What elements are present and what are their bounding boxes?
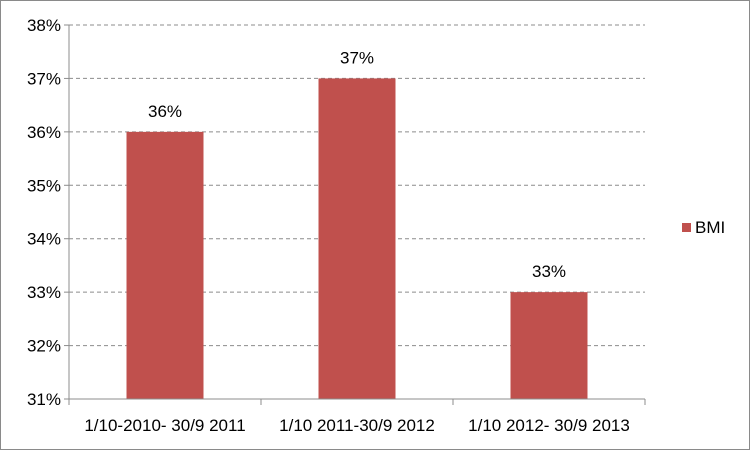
x-tick-label: 1/10 2012- 30/9 2013	[468, 416, 630, 435]
y-tick-label: 36%	[27, 123, 61, 142]
bar	[126, 131, 204, 399]
axes	[68, 25, 645, 400]
x-tick-label: 1/10-2010- 30/9 2011	[84, 416, 245, 435]
legend-swatch-bmi	[682, 223, 691, 232]
bars	[126, 78, 588, 399]
data-label: 36%	[148, 102, 182, 121]
y-tick-label: 35%	[27, 176, 61, 195]
y-tick-label: 38%	[27, 16, 61, 35]
data-label: 33%	[532, 262, 566, 281]
x-axis-ticks: 1/10-2010- 30/9 2011 1/10 2011-30/9 2012 1…	[68, 399, 646, 435]
data-labels: 36% 37% 33%	[148, 48, 566, 281]
bar	[318, 78, 396, 399]
y-tick-label: 31%	[27, 390, 61, 409]
y-tick-label: 34%	[27, 230, 61, 249]
y-axis-ticks: 31% 32% 33% 34% 35% 36% 37% 38%	[27, 16, 69, 409]
y-tick-label: 37%	[27, 69, 61, 88]
bar	[510, 292, 588, 399]
y-tick-label: 32%	[27, 337, 61, 356]
y-tick-label: 33%	[27, 283, 61, 302]
legend: BMI	[682, 218, 725, 237]
data-label: 37%	[340, 48, 374, 67]
x-tick-label: 1/10 2011-30/9 2012	[279, 416, 435, 435]
legend-label-bmi: BMI	[695, 218, 725, 237]
